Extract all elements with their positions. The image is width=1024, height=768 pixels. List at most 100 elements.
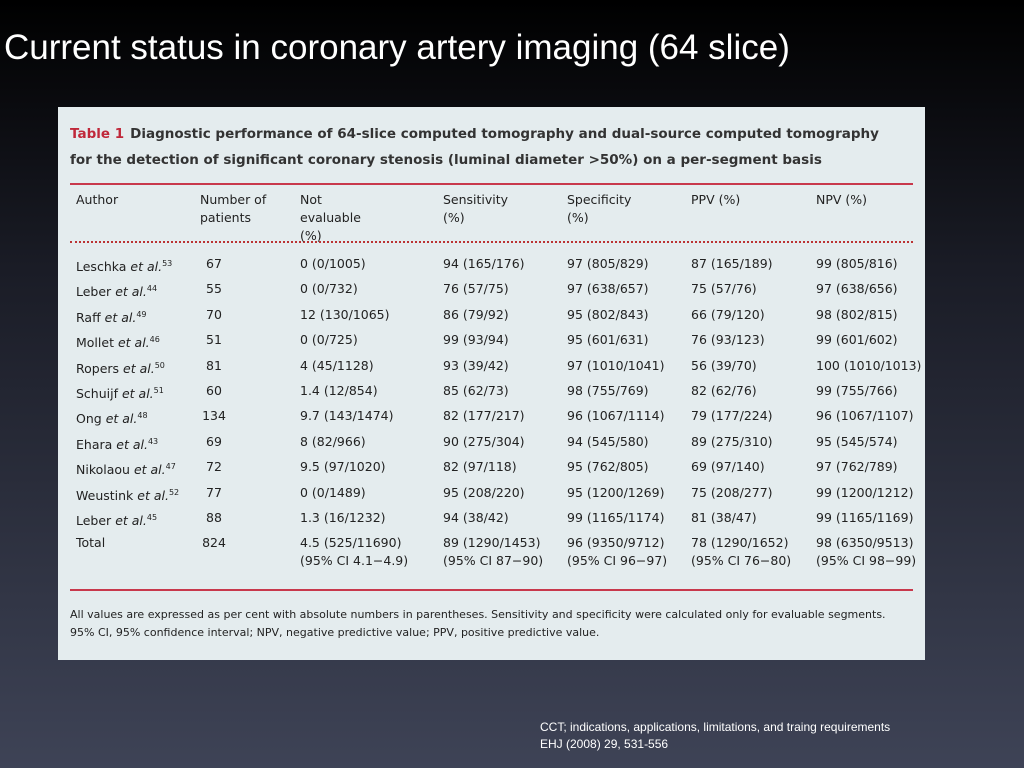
author-etal: et al.	[115, 513, 147, 529]
author-cell: Leber et al.44	[76, 280, 157, 301]
author-cell: Raff et al.49	[76, 306, 147, 327]
total-cell: (95% CI 87−90)	[443, 553, 544, 569]
table-cell: 99 (1165/1174)	[567, 510, 665, 525]
author-etal: et al.	[116, 436, 148, 452]
footnote: 95% CI, 95% confidence interval; NPV, ne…	[70, 626, 600, 639]
table-cell: 94 (165/176)	[443, 256, 525, 271]
table-cell: 8 (82/966)	[300, 433, 366, 449]
table-cell: 97 (805/829)	[567, 256, 649, 271]
table-cell: 69 (97/140)	[691, 459, 765, 475]
footnote: All values are expressed as per cent wit…	[70, 608, 886, 621]
author-etal: et al.	[123, 360, 155, 376]
table-cell: 81 (38/47)	[691, 510, 757, 525]
total-cell: (95% CI 96−97)	[567, 553, 668, 569]
table-caption: Table 1 Diagnostic performance of 64-slic…	[70, 121, 900, 173]
column-header: Specificity (%)	[567, 192, 632, 225]
reference: 45	[146, 513, 158, 522]
column-header: PPV (%)	[691, 192, 741, 207]
author-cell: Weustink et al.52	[76, 484, 179, 505]
author-etal: et al.	[121, 386, 154, 402]
author-etal: et al.	[133, 462, 166, 478]
author-name: Ong	[76, 411, 102, 427]
reference: 52	[168, 487, 180, 497]
table-cell: 95 (762/805)	[567, 459, 649, 475]
author-etal: et al.	[117, 335, 150, 351]
total-cell: (95% CI 76−80)	[691, 553, 792, 569]
total-cell: (95% CI 4.1−4.9)	[300, 553, 409, 569]
author-etal: et al.	[104, 309, 137, 325]
author-name: Leschka	[76, 259, 127, 275]
table-cell: 98 (802/815)	[816, 306, 898, 322]
table-cell: 79 (177/224)	[691, 408, 773, 424]
table-cell: 82 (177/217)	[443, 408, 525, 424]
table-cell: 0 (0/1489)	[300, 484, 366, 500]
author-cell: Leschka et al.53	[76, 255, 172, 276]
author-cell: Ong et al.48	[76, 407, 148, 428]
author-name: Leber	[76, 513, 112, 529]
reference: 49	[136, 309, 147, 319]
table-cell: 76 (93/123)	[691, 332, 765, 348]
citation: EHJ (2008) 29, 531-556	[540, 737, 669, 751]
column-header: Number of patients	[200, 192, 267, 225]
author-name: Ropers	[76, 360, 120, 376]
table-cell: 134	[202, 408, 226, 424]
total-cell: 89 (1290/1453)	[443, 535, 541, 551]
caption-text: Diagnostic performance of 64-slice compu…	[70, 126, 879, 168]
author-etal: et al.	[105, 411, 138, 427]
table-cell: 88	[206, 510, 222, 525]
table-cell: 97 (638/657)	[567, 281, 649, 297]
table-cell: 9.7 (143/1474)	[300, 408, 394, 424]
table-cell: 76 (57/75)	[443, 281, 509, 297]
reference: 53	[162, 259, 173, 268]
author-cell: Mollet et al.46	[76, 331, 160, 352]
reference: 51	[153, 386, 164, 395]
reference: 47	[165, 462, 176, 472]
column-header: Author	[76, 192, 119, 207]
author-name: Raff	[76, 309, 101, 325]
table-cell: 12 (130/1065)	[300, 306, 390, 322]
table-cell: 60	[206, 383, 222, 398]
table-cell: 82 (62/76)	[691, 383, 757, 398]
table-cell: 96 (1067/1114)	[567, 408, 665, 424]
total-cell: 4.5 (525/11690)	[300, 535, 402, 551]
table-cell: 4 (45/1128)	[300, 357, 374, 373]
author-etal: et al.	[130, 259, 163, 275]
reference: 46	[149, 335, 160, 345]
reference: 50	[154, 360, 165, 370]
table-cell: 0 (0/732)	[300, 281, 358, 297]
author-name: Nikolaou	[76, 462, 130, 478]
author-name: Schuijf	[76, 386, 118, 402]
table-cell: 99 (755/766)	[816, 383, 898, 398]
table-cell: 69	[206, 433, 222, 449]
total-cell: 78 (1290/1652)	[691, 535, 789, 551]
author-name: Ehara	[76, 436, 113, 452]
table-cell: 81	[206, 357, 222, 373]
total-cell: 824	[202, 535, 226, 551]
table-panel: Table 1 Diagnostic performance of 64-slic…	[58, 107, 925, 660]
reference: 44	[146, 284, 158, 294]
column-header: Not evaluable (%)	[300, 192, 361, 243]
author-name: Leber	[76, 284, 112, 300]
author-cell: Schuijf et al.51	[76, 382, 164, 403]
column-header: Sensitivity (%)	[443, 192, 509, 225]
rule	[70, 183, 913, 185]
author-name: Mollet	[76, 335, 114, 351]
table-cell: 95 (601/631)	[567, 332, 649, 348]
table-cell: 77	[206, 484, 222, 500]
table-cell: 75 (57/76)	[691, 281, 757, 297]
total-label: Total	[76, 535, 106, 551]
table-cell: 86 (79/92)	[443, 306, 509, 322]
table-cell: 9.5 (97/1020)	[300, 459, 386, 475]
table-cell: 85 (62/73)	[443, 383, 509, 398]
table-cell: 99 (1165/1169)	[816, 510, 914, 525]
table-cell: 95 (802/843)	[567, 306, 649, 322]
author-etal: et al.	[137, 487, 169, 503]
table-cell: 95 (545/574)	[816, 433, 898, 449]
table-cell: 87 (165/189)	[691, 256, 773, 271]
table-cell: 97 (1010/1041)	[567, 357, 665, 373]
table-cell: 97 (762/789)	[816, 459, 898, 475]
table-cell: 97 (638/656)	[816, 281, 898, 297]
table-cell: 90 (275/304)	[443, 433, 525, 449]
slide-title: Current status in coronary artery imagin…	[4, 28, 790, 67]
table-cell: 99 (601/602)	[816, 332, 898, 348]
